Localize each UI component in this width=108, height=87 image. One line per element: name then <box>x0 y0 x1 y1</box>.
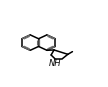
Text: NH: NH <box>49 59 61 68</box>
